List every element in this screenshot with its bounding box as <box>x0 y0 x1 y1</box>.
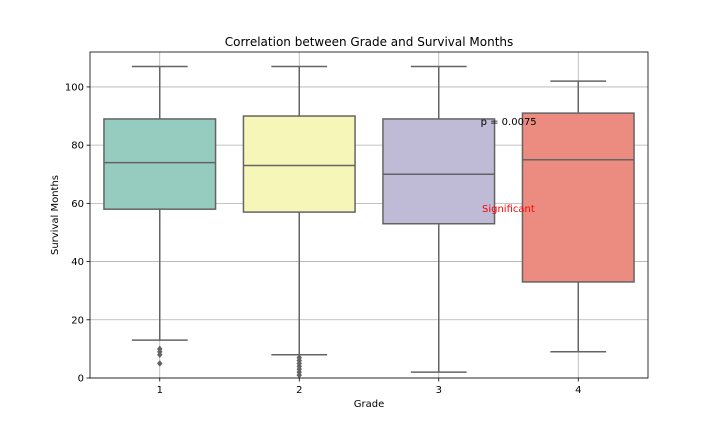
y-tick-label: 20 <box>71 315 84 326</box>
box-iqr <box>521 112 635 283</box>
x-axis-label: Grade <box>354 399 385 410</box>
y-tick-label: 80 <box>71 141 84 152</box>
x-tick-label: 2 <box>296 385 302 396</box>
annotations: p = 0.0075 Significant <box>481 117 537 215</box>
box-group-grade-4 <box>521 80 635 353</box>
y-tick-label: 0 <box>78 374 84 385</box>
y-axis-label: Survival Months <box>50 175 61 255</box>
outlier-point <box>296 354 303 362</box>
box-group-grade-2 <box>242 65 356 379</box>
box-series <box>103 65 635 379</box>
annotation-label: p = 0.0075 <box>481 117 537 128</box>
annotation-label: Significant <box>482 204 535 215</box>
x-tick-label: 4 <box>575 385 581 396</box>
box-group-grade-3 <box>382 65 496 373</box>
box-iqr <box>103 118 217 210</box>
y-tick-label: 60 <box>71 199 84 210</box>
outlier-point <box>156 360 163 367</box>
outlier-point <box>156 345 163 353</box>
x-tick-label: 3 <box>436 385 442 396</box>
y-tick-label: 40 <box>71 257 84 268</box>
box-iqr <box>382 118 496 225</box>
box-iqr <box>242 115 356 213</box>
y-tick-label: 100 <box>65 82 84 93</box>
plot-frame <box>89 51 649 379</box>
chart-title: Correlation between Grade and Survival M… <box>225 35 514 49</box>
x-tick-label: 1 <box>157 385 163 396</box>
axes: 0 20 40 60 80 100 1 2 3 4 <box>65 51 649 396</box>
box-group-grade-1 <box>103 65 217 367</box>
